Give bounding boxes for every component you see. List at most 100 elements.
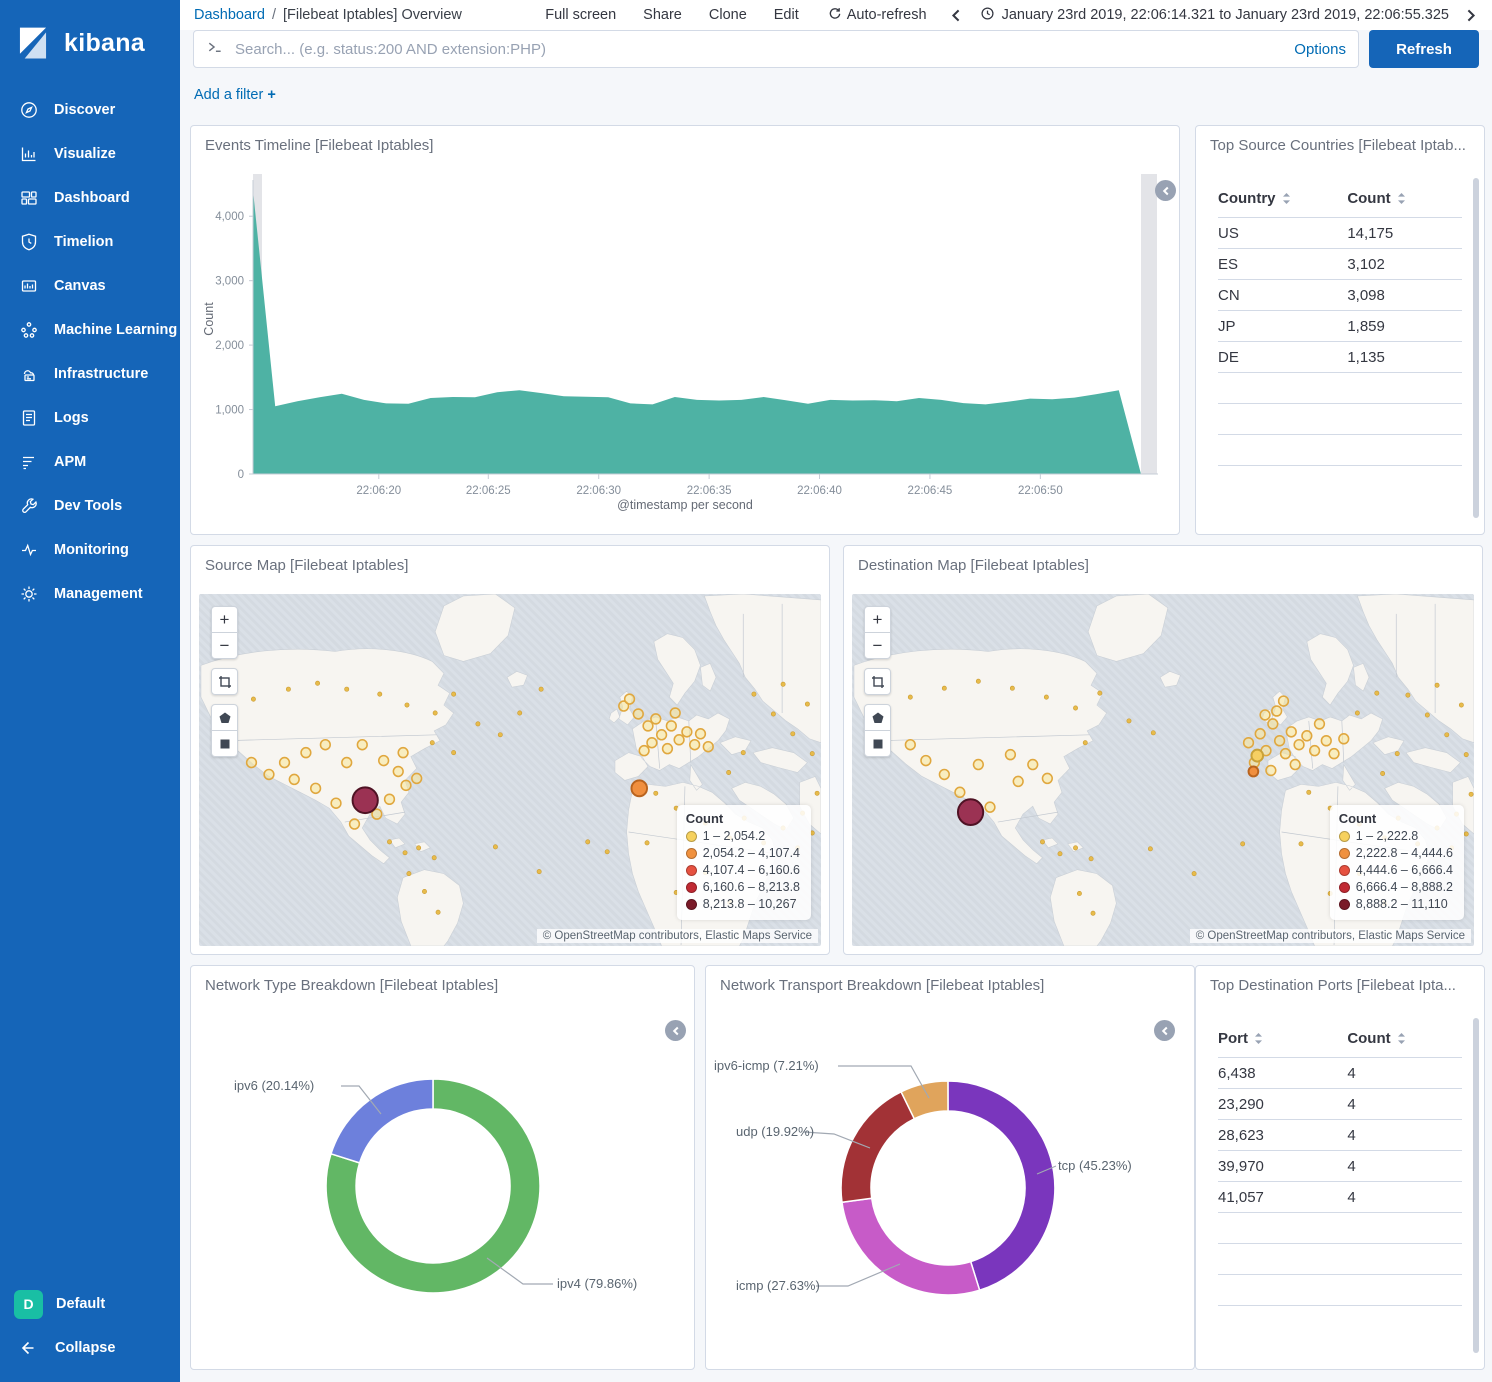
legend-color-dot [685, 831, 697, 842]
sidebar-item-infrastructure[interactable]: Infrastructure [0, 352, 180, 396]
donut-slice-icmp[interactable] [841, 1197, 981, 1296]
scrollbar-thumb[interactable] [1473, 1018, 1479, 1353]
sidebar-item-dev-tools[interactable]: Dev Tools [0, 484, 180, 528]
rectangle-draw-tool[interactable] [864, 730, 891, 757]
sort-icon[interactable] [1282, 192, 1291, 205]
donut-slice-ipv6[interactable] [330, 1078, 434, 1164]
zoom-in-button[interactable]: + [864, 606, 891, 633]
edit-button[interactable]: Edit [773, 7, 799, 23]
events-area-chart[interactable]: 0 1,000 2,000 3,000 4,000 22:06:20 22:06:25 22:… [191, 166, 1179, 497]
legend-color-dot [1338, 899, 1350, 910]
legend-toggle-button[interactable] [1154, 1020, 1175, 1041]
sidebar-item-apm[interactable]: APM [0, 440, 180, 484]
legend-color-dot [685, 882, 697, 893]
panel-title[interactable]: Top Destination Ports [Filebeat Ipta... [1210, 977, 1456, 994]
donut-slice-ipv4[interactable] [325, 1078, 541, 1294]
column-header[interactable]: Port [1218, 1030, 1347, 1047]
zoom-out-button[interactable]: − [864, 632, 891, 659]
source-map-canvas[interactable]: + − Count 1 – 2,054.2 2,054.2 – 4,107.4 4,1… [199, 594, 821, 946]
legend-toggle-button[interactable] [665, 1020, 686, 1041]
sidebar-item-visualize[interactable]: Visualize [0, 132, 180, 176]
panel-title[interactable]: Network Type Breakdown [Filebeat Iptable… [205, 977, 499, 994]
time-back-button[interactable] [949, 8, 962, 23]
sidebar-item-machine-learning[interactable]: Machine Learning [0, 308, 180, 352]
legend-item: 4,107.4 – 6,160.6 [685, 862, 800, 879]
empty-table-row [1218, 435, 1462, 466]
kibana-logo[interactable]: kibana [0, 0, 180, 72]
slice-label-tcp: tcp (45.23%) [1058, 1158, 1132, 1173]
time-range-picker[interactable]: January 23rd 2019, 22:06:14.321 to Janua… [980, 6, 1449, 25]
search-box[interactable]: Options [193, 30, 1359, 68]
rectangle-draw-tool[interactable] [211, 730, 238, 757]
table-row: 23,290 4 [1218, 1089, 1462, 1120]
top-navigation-bar: Dashboard / [Filebeat Iptables] Overview… [180, 0, 1492, 30]
clone-button[interactable]: Clone [708, 7, 747, 23]
fit-bounds-button[interactable] [864, 668, 891, 695]
polygon-draw-tool[interactable] [864, 704, 891, 731]
scrollbar-thumb[interactable] [1473, 178, 1479, 518]
column-header[interactable]: Count [1347, 190, 1462, 207]
stacked-lines-icon [19, 452, 39, 472]
picture-frame-icon [19, 276, 39, 296]
bar-chart-icon [19, 144, 39, 164]
table-cell: 3,102 [1347, 255, 1385, 273]
map-attribution[interactable]: © OpenStreetMap contributors, Elastic Ma… [536, 929, 818, 943]
table-cell: 39,970 [1218, 1157, 1264, 1175]
network-type-donut[interactable] [315, 1068, 551, 1304]
sort-icon[interactable] [1397, 1032, 1406, 1045]
breadcrumb-dashboard-link[interactable]: Dashboard [194, 7, 265, 23]
legend-item: 6,666.4 – 8,888.2 [1338, 879, 1453, 896]
add-filter-link[interactable]: Add a filter + [194, 87, 276, 103]
search-input[interactable] [235, 40, 1283, 58]
panel-title[interactable]: Top Source Countries [Filebeat Iptab... [1210, 137, 1466, 154]
panel-title[interactable]: Events Timeline [Filebeat Iptables] [205, 137, 434, 154]
panel-title[interactable]: Destination Map [Filebeat Iptables] [858, 557, 1089, 574]
table-cell: CN [1218, 286, 1240, 304]
legend-toggle-button[interactable] [1155, 180, 1176, 201]
space-selector-default[interactable]: D Default [0, 1282, 180, 1326]
zoom-in-button[interactable]: + [211, 606, 238, 633]
full-screen-button[interactable]: Full screen [545, 7, 617, 23]
table-row: 6,438 4 [1218, 1058, 1462, 1089]
options-link[interactable]: Options [1294, 40, 1346, 58]
sidebar-item-dashboard[interactable]: Dashboard [0, 176, 180, 220]
polygon-draw-tool[interactable] [211, 704, 238, 731]
destination-map-canvas[interactable]: + − Count 1 – 2,222.8 2,222.8 – 4,444.6 4,4… [852, 594, 1474, 946]
share-button[interactable]: Share [643, 7, 682, 23]
collapse-nav-button[interactable]: Collapse [0, 1326, 180, 1370]
legend-color-dot [685, 899, 697, 910]
refresh-button[interactable]: Refresh [1369, 30, 1479, 68]
sidebar-item-logs[interactable]: Logs [0, 396, 180, 440]
column-header[interactable]: Country [1218, 190, 1347, 207]
sort-icon[interactable] [1397, 192, 1406, 205]
dots-cluster-icon [19, 320, 39, 340]
table-cell: DE [1218, 348, 1239, 366]
column-header[interactable]: Count [1347, 1030, 1462, 1047]
time-forward-button[interactable] [1465, 8, 1478, 23]
sidebar-item-timelion[interactable]: Timelion [0, 220, 180, 264]
slice-label-icmp: icmp (27.63%) [736, 1278, 820, 1293]
sidebar-item-discover[interactable]: Discover [0, 88, 180, 132]
query-bar: Options Refresh [180, 30, 1492, 68]
donut-slice-udp[interactable] [840, 1090, 916, 1204]
auto-refresh-button[interactable]: Auto-refresh [826, 6, 927, 25]
legend-color-dot [685, 848, 697, 859]
sidebar-item-monitoring[interactable]: Monitoring [0, 528, 180, 572]
zoom-out-button[interactable]: − [211, 632, 238, 659]
panel-top-destination-ports: Top Destination Ports [Filebeat Ipta... … [1195, 965, 1485, 1370]
sidebar-item-management[interactable]: Management [0, 572, 180, 616]
table-cell: 23,290 [1218, 1095, 1264, 1113]
panel-title[interactable]: Source Map [Filebeat Iptables] [205, 557, 409, 574]
sidebar-item-label: Logs [54, 410, 89, 426]
panel-title[interactable]: Network Transport Breakdown [Filebeat Ip… [720, 977, 1045, 994]
fit-bounds-button[interactable] [211, 668, 238, 695]
donut-slice-tcp[interactable] [947, 1080, 1056, 1292]
network-transport-donut[interactable] [830, 1070, 1066, 1306]
slice-label-udp: udp (19.92%) [736, 1124, 815, 1139]
sort-icon[interactable] [1254, 1032, 1263, 1045]
map-attribution[interactable]: © OpenStreetMap contributors, Elastic Ma… [1189, 929, 1471, 943]
sidebar-item-canvas[interactable]: Canvas [0, 264, 180, 308]
main-content: Dashboard / [Filebeat Iptables] Overview… [180, 0, 1492, 1382]
svg-text:22:06:25: 22:06:25 [466, 485, 511, 496]
sidebar-item-label: Dev Tools [54, 498, 123, 514]
